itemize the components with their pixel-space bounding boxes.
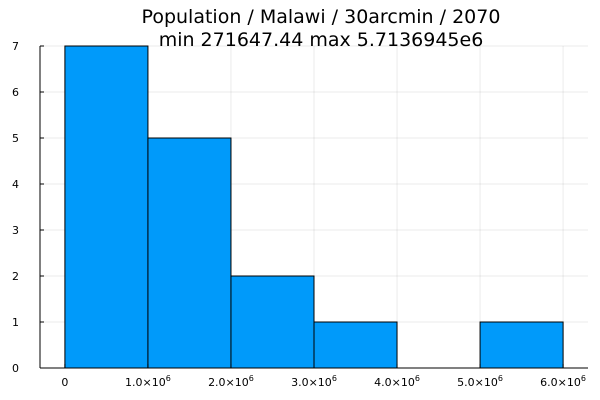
y-tick-label-7: 7 [12, 40, 19, 53]
bars [64, 45, 564, 369]
histogram-bar-3 [313, 321, 398, 369]
y-tick-label-1: 1 [12, 316, 19, 329]
x-tick-label-6: 6.0×106 [540, 374, 586, 389]
x-tick-label-3: 3.0×106 [291, 374, 337, 389]
axes [39, 45, 588, 369]
x-tick-label-5: 5.0×106 [457, 374, 503, 389]
y-tick-label-6: 6 [12, 86, 19, 99]
histogram-bar-0 [64, 45, 149, 369]
y-tick-label-3: 3 [12, 224, 19, 237]
y-tick-label-0: 0 [12, 362, 19, 375]
x-tick-label-1: 1.0×106 [125, 374, 171, 389]
y-tick-label-4: 4 [12, 178, 19, 191]
chart-title: Population / Malawi / 30arcmin / 2070 [142, 6, 501, 28]
x-tick-label-0: 0 [61, 376, 68, 389]
y-tick-label-2: 2 [12, 270, 19, 283]
x-tick-label-2: 2.0×106 [208, 374, 254, 389]
chart-subtitle: min 271647.44 max 5.7136945e6 [159, 29, 484, 51]
histogram-bar-1 [147, 137, 232, 369]
x-tick-label-4: 4.0×106 [374, 374, 420, 389]
histogram-bar-2 [230, 275, 315, 369]
y-tick-labels: 0 1 2 3 4 5 6 7 [12, 40, 19, 375]
histogram-bar-5 [479, 321, 564, 369]
x-tick-labels: 0 1.0×106 2.0×106 3.0×106 4.0×106 5.0×106 6.0×… [61, 374, 586, 389]
y-tick-label-5: 5 [12, 132, 19, 145]
